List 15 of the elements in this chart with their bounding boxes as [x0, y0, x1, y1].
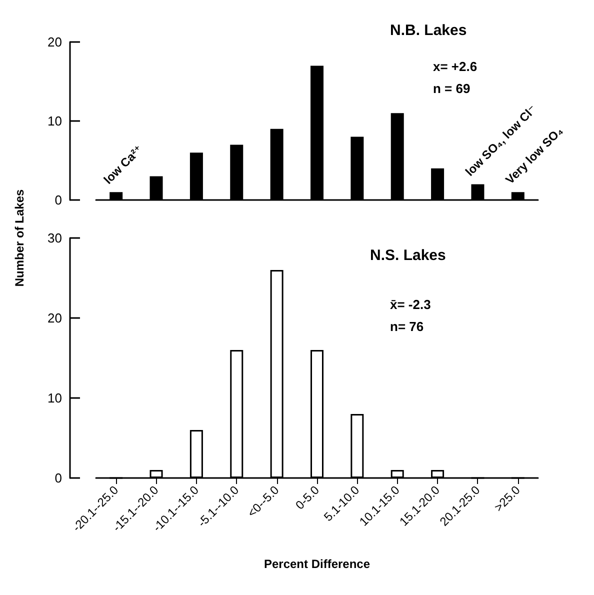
y-tick-label: 0	[54, 192, 62, 208]
y-tick-label: 20	[48, 34, 62, 50]
y-tick-label: 10	[48, 114, 62, 128]
y-tick-label: 0	[54, 470, 62, 486]
text: N.S. Lakes	[370, 247, 446, 264]
y-tick-label: 10	[48, 390, 62, 406]
chart-title: N.B. Lakes	[390, 22, 467, 39]
annotation: x̄= -2.3	[390, 297, 431, 312]
annotation: n = 69	[433, 81, 470, 96]
y-tick-label: 30	[48, 230, 62, 246]
y-axis-title: Number of Lakes	[13, 189, 28, 287]
annotation: n= 76	[390, 319, 424, 334]
y-tick-label: 20	[48, 310, 62, 326]
annotation: x= +2.6	[433, 59, 478, 74]
x-axis-title: Percent Difference	[264, 557, 370, 571]
